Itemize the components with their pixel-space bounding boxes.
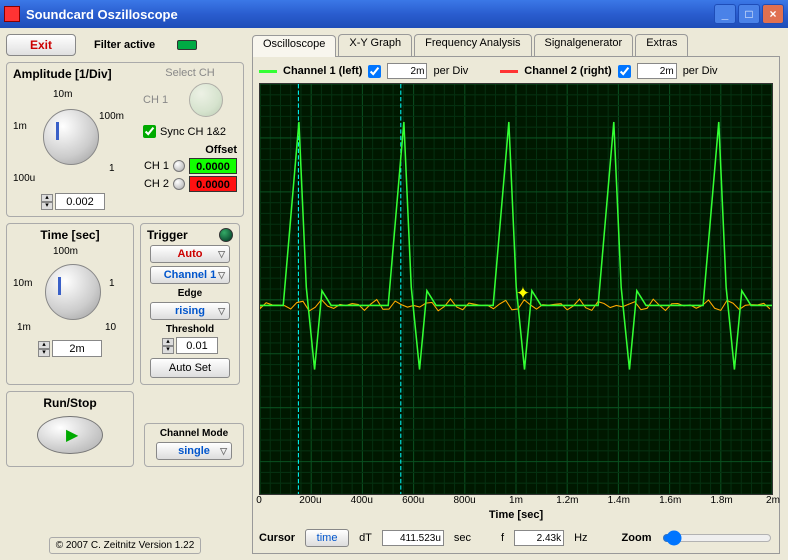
x-tick: 1.8m bbox=[710, 495, 732, 506]
offset-ch1-label: CH 1 bbox=[144, 160, 169, 172]
x-tick: 400u bbox=[351, 495, 373, 506]
time-down[interactable]: ▾ bbox=[38, 349, 50, 357]
trigger-title: Trigger bbox=[147, 228, 188, 242]
x-axis-label: Time [sec] bbox=[259, 509, 773, 521]
sync-checkbox[interactable] bbox=[143, 125, 156, 138]
time-knob[interactable] bbox=[45, 264, 101, 320]
amp-tick: 100u bbox=[13, 173, 35, 184]
x-tick: 0 bbox=[256, 495, 262, 506]
per-div-2: per Div bbox=[683, 65, 718, 77]
ch1-div-input[interactable] bbox=[387, 63, 427, 79]
runstop-button[interactable] bbox=[37, 416, 103, 454]
amp-tick: 100m bbox=[99, 111, 124, 122]
offset-ch2-knob[interactable] bbox=[173, 178, 185, 190]
time-tick: 1 bbox=[109, 278, 115, 289]
amp-tick: 1m bbox=[13, 121, 27, 132]
sync-label: Sync CH 1&2 bbox=[160, 126, 226, 138]
filter-active-label: Filter active bbox=[94, 39, 155, 51]
time-input[interactable] bbox=[52, 340, 102, 357]
cursor-mode-button[interactable]: time bbox=[305, 529, 349, 547]
amp-tick: 1 bbox=[109, 163, 115, 174]
amplitude-input[interactable] bbox=[55, 193, 105, 210]
amp-up[interactable]: ▴ bbox=[41, 194, 53, 202]
dt-label: dT bbox=[359, 532, 372, 544]
channel-mode-title: Channel Mode bbox=[151, 428, 237, 439]
ch2-enable[interactable] bbox=[618, 65, 631, 78]
cursor-title: Cursor bbox=[259, 532, 295, 544]
per-div-1: per Div bbox=[433, 65, 468, 77]
offset-ch1-value: 0.0000 bbox=[189, 158, 237, 174]
window-title: Soundcard Oszilloscope bbox=[26, 7, 178, 22]
minimize-button[interactable]: _ bbox=[714, 4, 736, 24]
oscilloscope-display[interactable]: ✦ bbox=[260, 84, 772, 494]
offset-ch1-knob[interactable] bbox=[173, 160, 185, 172]
x-tick: 200u bbox=[299, 495, 321, 506]
thresh-down[interactable]: ▾ bbox=[162, 346, 174, 354]
amplitude-knob[interactable] bbox=[43, 109, 99, 165]
x-tick: 1.4m bbox=[608, 495, 630, 506]
svg-text:✦: ✦ bbox=[516, 284, 530, 303]
trigger-edge-combo[interactable]: rising bbox=[150, 302, 230, 320]
amp-down[interactable]: ▾ bbox=[41, 202, 53, 210]
channel-mode-combo[interactable]: single bbox=[156, 442, 232, 460]
time-up[interactable]: ▴ bbox=[38, 341, 50, 349]
threshold-label: Threshold bbox=[147, 324, 233, 335]
x-tick: 2m bbox=[766, 495, 780, 506]
ch2-div-input[interactable] bbox=[637, 63, 677, 79]
thresh-up[interactable]: ▴ bbox=[162, 338, 174, 346]
ch1-label: CH 1 bbox=[143, 94, 168, 106]
time-tick: 100m bbox=[53, 246, 78, 257]
x-tick: 1.6m bbox=[659, 495, 681, 506]
ch1-enable[interactable] bbox=[368, 65, 381, 78]
select-ch-label: Select CH bbox=[143, 67, 237, 79]
ch2-swatch bbox=[500, 70, 518, 73]
maximize-button[interactable]: □ bbox=[738, 4, 760, 24]
x-tick: 800u bbox=[453, 495, 475, 506]
f-label: f bbox=[501, 532, 504, 544]
ch2-label: Channel 2 (right) bbox=[524, 65, 611, 77]
zoom-label: Zoom bbox=[622, 532, 652, 544]
ch1-swatch bbox=[259, 70, 277, 73]
dt-value: 411.523u bbox=[382, 530, 444, 546]
tab-oscilloscope[interactable]: Oscilloscope bbox=[252, 35, 336, 57]
trigger-mode-combo[interactable]: Auto bbox=[150, 245, 230, 263]
runstop-title: Run/Stop bbox=[13, 396, 127, 410]
offset-ch2-value: 0.0000 bbox=[189, 176, 237, 192]
offset-title: Offset bbox=[143, 144, 237, 156]
close-button[interactable]: × bbox=[762, 4, 784, 24]
tab-extras[interactable]: Extras bbox=[635, 34, 688, 56]
edge-label: Edge bbox=[147, 288, 233, 299]
autoset-button[interactable]: Auto Set bbox=[150, 358, 230, 378]
offset-ch2-label: CH 2 bbox=[144, 178, 169, 190]
trigger-channel-combo[interactable]: Channel 1 bbox=[150, 266, 230, 284]
trigger-led bbox=[219, 228, 233, 242]
amp-tick: 10m bbox=[53, 89, 72, 100]
copyright-label: © 2007 C. Zeitnitz Version 1.22 bbox=[49, 537, 202, 554]
exit-button[interactable]: Exit bbox=[6, 34, 76, 56]
tab-frequency-analysis[interactable]: Frequency Analysis bbox=[414, 34, 531, 56]
time-tick: 10 bbox=[105, 322, 116, 333]
tab-x-y-graph[interactable]: X-Y Graph bbox=[338, 34, 412, 56]
filter-led bbox=[177, 40, 197, 50]
amplitude-title: Amplitude [1/Div] bbox=[13, 67, 143, 81]
x-tick: 1m bbox=[509, 495, 523, 506]
ch1-label: Channel 1 (left) bbox=[283, 65, 362, 77]
threshold-input[interactable] bbox=[176, 337, 218, 354]
time-title: Time [sec] bbox=[13, 228, 127, 242]
x-tick: 600u bbox=[402, 495, 424, 506]
zoom-slider[interactable] bbox=[662, 530, 772, 546]
time-tick: 10m bbox=[13, 278, 32, 289]
select-ch-knob[interactable] bbox=[189, 83, 223, 117]
app-icon bbox=[4, 6, 20, 22]
f-value: 2.43k bbox=[514, 530, 564, 546]
tab-signalgenerator[interactable]: Signalgenerator bbox=[534, 34, 634, 56]
f-unit: Hz bbox=[574, 532, 587, 544]
x-tick: 1.2m bbox=[556, 495, 578, 506]
dt-unit: sec bbox=[454, 532, 471, 544]
time-tick: 1m bbox=[17, 322, 31, 333]
